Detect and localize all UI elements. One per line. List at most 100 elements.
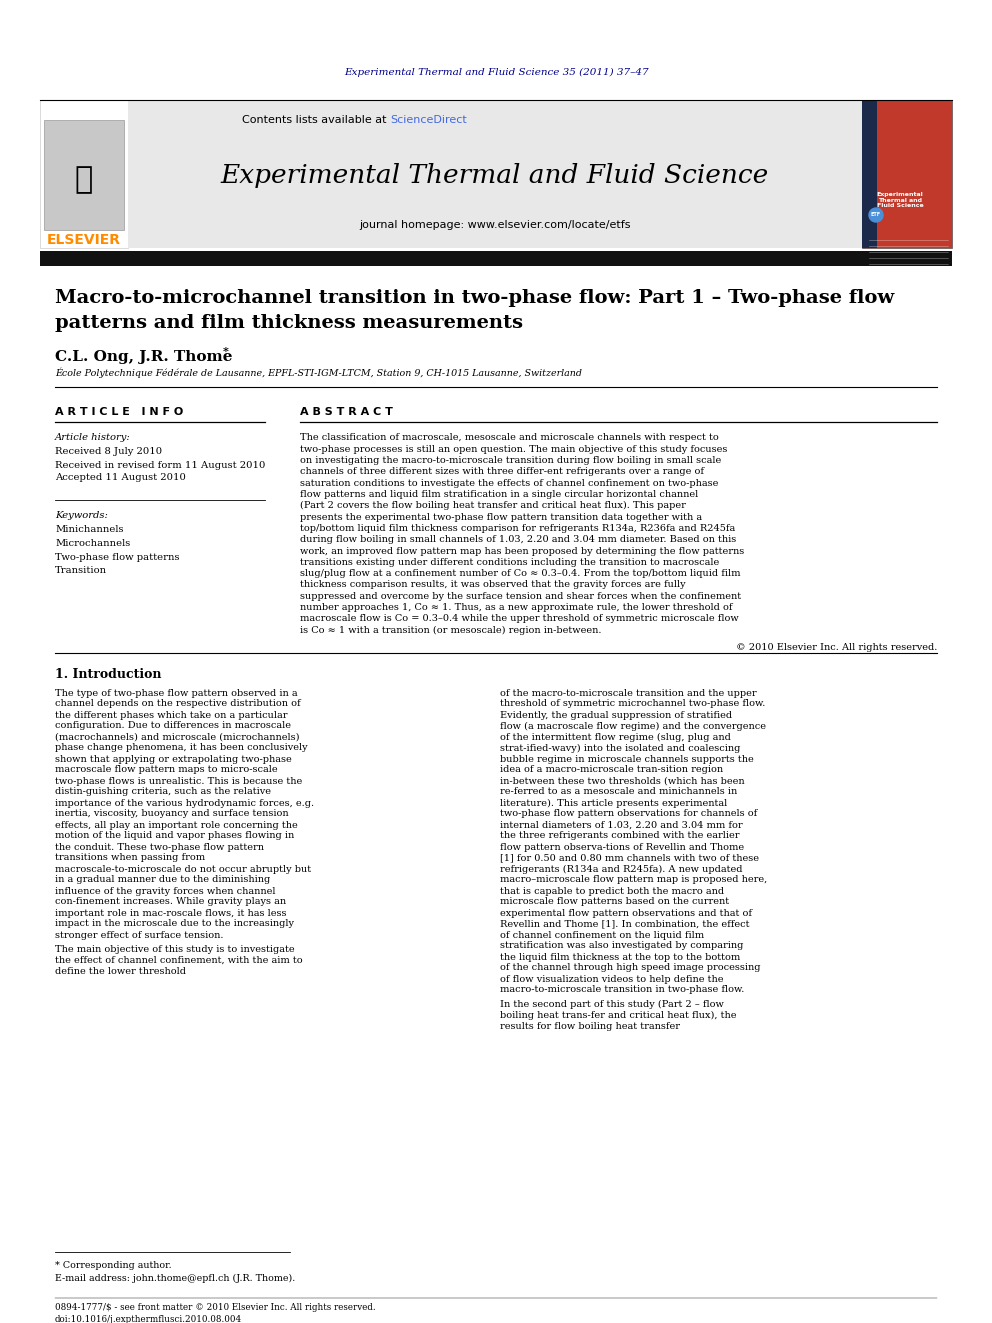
Text: Macro-to-microchannel transition in two-phase flow: Part 1 – Two-phase flow: Macro-to-microchannel transition in two-… <box>55 288 894 307</box>
Text: microscale flow patterns based on the current: microscale flow patterns based on the cu… <box>500 897 729 906</box>
Text: E-mail address: john.thome@epfl.ch (J.R. Thome).: E-mail address: john.thome@epfl.ch (J.R.… <box>55 1274 296 1282</box>
Text: of the intermittent flow regime (slug, plug and: of the intermittent flow regime (slug, p… <box>500 733 731 742</box>
Text: of flow visualization videos to help define the: of flow visualization videos to help def… <box>500 975 723 983</box>
Text: flow pattern observa-tions of Revellin and Thome: flow pattern observa-tions of Revellin a… <box>500 843 744 852</box>
Text: top/bottom liquid film thickness comparison for refrigerants R134a, R236fa and R: top/bottom liquid film thickness compari… <box>300 524 735 533</box>
Text: Accepted 11 August 2010: Accepted 11 August 2010 <box>55 474 186 483</box>
Text: con-finement increases. While gravity plays an: con-finement increases. While gravity pl… <box>55 897 286 906</box>
Text: results for flow boiling heat transfer: results for flow boiling heat transfer <box>500 1021 680 1031</box>
Text: ETF: ETF <box>871 213 881 217</box>
Bar <box>862 101 877 247</box>
Text: slug/plug flow at a confinement number of Co ≈ 0.3–0.4. From the top/bottom liqu: slug/plug flow at a confinement number o… <box>300 569 740 578</box>
Text: Minichannels: Minichannels <box>55 525 123 534</box>
Text: is Co ≈ 1 with a transition (or mesoscale) region in-between.: is Co ≈ 1 with a transition (or mesoscal… <box>300 626 601 635</box>
Text: phase change phenomena, it has been conclusively: phase change phenomena, it has been conc… <box>55 744 308 753</box>
Text: inertia, viscosity, buoyancy and surface tension: inertia, viscosity, buoyancy and surface… <box>55 810 289 819</box>
Text: internal diameters of 1.03, 2.20 and 3.04 mm for: internal diameters of 1.03, 2.20 and 3.0… <box>500 820 743 830</box>
Text: the three refrigerants combined with the earlier: the three refrigerants combined with the… <box>500 831 739 840</box>
Text: saturation conditions to investigate the effects of channel confinement on two-p: saturation conditions to investigate the… <box>300 479 718 488</box>
Text: ScienceDirect: ScienceDirect <box>390 115 467 124</box>
Text: ELSEVIER: ELSEVIER <box>47 233 121 247</box>
Text: two-phase flows is unrealistic. This is because the: two-phase flows is unrealistic. This is … <box>55 777 303 786</box>
Text: The classification of macroscale, mesoscale and microscale channels with respect: The classification of macroscale, mesosc… <box>300 434 719 442</box>
Text: macroscale flow is Co = 0.3–0.4 while the upper threshold of symmetric microscal: macroscale flow is Co = 0.3–0.4 while th… <box>300 614 739 623</box>
Text: define the lower threshold: define the lower threshold <box>55 967 186 976</box>
Text: macroscale-to-microscale do not occur abruptly but: macroscale-to-microscale do not occur ab… <box>55 864 311 873</box>
Text: channels of three different sizes with three differ-ent refrigerants over a rang: channels of three different sizes with t… <box>300 467 704 476</box>
Text: flow (a macroscale flow regime) and the convergence: flow (a macroscale flow regime) and the … <box>500 721 766 730</box>
Text: 0894-1777/$ - see front matter © 2010 Elsevier Inc. All rights reserved.: 0894-1777/$ - see front matter © 2010 El… <box>55 1303 376 1312</box>
Text: presents the experimental two-phase flow pattern transition data together with a: presents the experimental two-phase flow… <box>300 512 702 521</box>
Text: doi:10.1016/j.expthermflusci.2010.08.004: doi:10.1016/j.expthermflusci.2010.08.004 <box>55 1315 242 1323</box>
Bar <box>40 251 952 266</box>
Text: 🌲: 🌲 <box>74 165 93 194</box>
Text: influence of the gravity forces when channel: influence of the gravity forces when cha… <box>55 886 276 896</box>
Text: Experimental Thermal and Fluid Science: Experimental Thermal and Fluid Science <box>221 163 769 188</box>
Text: A B S T R A C T: A B S T R A C T <box>300 407 393 417</box>
Text: importance of the various hydrodynamic forces, e.g.: importance of the various hydrodynamic f… <box>55 799 314 807</box>
Text: the effect of channel confinement, with the aim to: the effect of channel confinement, with … <box>55 955 303 964</box>
Text: Received 8 July 2010: Received 8 July 2010 <box>55 447 162 456</box>
Text: bubble regime in microscale channels supports the: bubble regime in microscale channels sup… <box>500 754 754 763</box>
Text: Received in revised form 11 August 2010: Received in revised form 11 August 2010 <box>55 460 266 470</box>
Text: Keywords:: Keywords: <box>55 511 108 520</box>
Text: in-between these two thresholds (which has been: in-between these two thresholds (which h… <box>500 777 745 786</box>
Text: In the second part of this study (Part 2 – flow: In the second part of this study (Part 2… <box>500 1000 724 1009</box>
Text: motion of the liquid and vapor phases flowing in: motion of the liquid and vapor phases fl… <box>55 831 295 840</box>
Text: idea of a macro-microscale tran-sition region: idea of a macro-microscale tran-sition r… <box>500 766 723 774</box>
Text: Experimental Thermal and Fluid Science 35 (2011) 37–47: Experimental Thermal and Fluid Science 3… <box>343 67 649 77</box>
Text: A R T I C L E   I N F O: A R T I C L E I N F O <box>55 407 184 417</box>
Text: configuration. Due to differences in macroscale: configuration. Due to differences in mac… <box>55 721 291 730</box>
Text: macro–microscale flow pattern map is proposed here,: macro–microscale flow pattern map is pro… <box>500 876 767 885</box>
Text: re-ferred to as a mesoscale and minichannels in: re-ferred to as a mesoscale and minichan… <box>500 787 737 796</box>
Text: that is capable to predict both the macro and: that is capable to predict both the macr… <box>500 886 724 896</box>
Text: Experimental
Thermal and
Fluid Science: Experimental Thermal and Fluid Science <box>877 192 924 208</box>
Text: 1. Introduction: 1. Introduction <box>55 668 162 681</box>
Text: refrigerants (R134a and R245fa). A new updated: refrigerants (R134a and R245fa). A new u… <box>500 864 742 873</box>
Text: macroscale flow pattern maps to micro-scale: macroscale flow pattern maps to micro-sc… <box>55 766 278 774</box>
Text: during flow boiling in small channels of 1.03, 2.20 and 3.04 mm diameter. Based : during flow boiling in small channels of… <box>300 536 736 544</box>
Text: thickness comparison results, it was observed that the gravity forces are fully: thickness comparison results, it was obs… <box>300 581 685 590</box>
Text: in a gradual manner due to the diminishing: in a gradual manner due to the diminishi… <box>55 876 270 885</box>
Text: transitions existing under different conditions including the transition to macr: transitions existing under different con… <box>300 558 719 566</box>
Bar <box>40 101 128 247</box>
Text: stronger effect of surface tension.: stronger effect of surface tension. <box>55 930 223 939</box>
Text: (Part 2 covers the flow boiling heat transfer and critical heat flux). This pape: (Part 2 covers the flow boiling heat tra… <box>300 501 685 511</box>
Text: literature). This article presents experimental: literature). This article presents exper… <box>500 799 727 807</box>
Text: the conduit. These two-phase flow pattern: the conduit. These two-phase flow patter… <box>55 843 264 852</box>
Bar <box>128 101 862 247</box>
Text: work, an improved flow pattern map has been proposed by determining the flow pat: work, an improved flow pattern map has b… <box>300 546 744 556</box>
Text: Contents lists available at: Contents lists available at <box>242 115 390 124</box>
Text: journal homepage: www.elsevier.com/locate/etfs: journal homepage: www.elsevier.com/locat… <box>359 220 631 230</box>
Text: two-phase processes is still an open question. The main objective of this study : two-phase processes is still an open que… <box>300 445 727 454</box>
Text: boiling heat trans-fer and critical heat flux), the: boiling heat trans-fer and critical heat… <box>500 1011 736 1020</box>
Text: patterns and film thickness measurements: patterns and film thickness measurements <box>55 314 523 332</box>
Text: macro-to-microscale transition in two-phase flow.: macro-to-microscale transition in two-ph… <box>500 986 744 995</box>
Text: transitions when passing from: transitions when passing from <box>55 853 205 863</box>
Text: distin-guishing criteria, such as the relative: distin-guishing criteria, such as the re… <box>55 787 271 796</box>
Text: Microchannels: Microchannels <box>55 538 130 548</box>
Circle shape <box>869 208 883 222</box>
Text: (macrochannels) and microscale (microchannels): (macrochannels) and microscale (microcha… <box>55 733 300 741</box>
Text: École Polytechnique Fédérale de Lausanne, EPFL-STI-IGM-LTCM, Station 9, CH-1015 : École Polytechnique Fédérale de Lausanne… <box>55 368 582 378</box>
Text: suppressed and overcome by the surface tension and shear forces when the confine: suppressed and overcome by the surface t… <box>300 591 741 601</box>
Text: flow patterns and liquid film stratification in a single circular horizontal cha: flow patterns and liquid film stratifica… <box>300 490 698 499</box>
Text: impact in the microscale due to the increasingly: impact in the microscale due to the incr… <box>55 919 294 929</box>
Text: channel depends on the respective distribution of: channel depends on the respective distri… <box>55 700 301 709</box>
Text: Article history:: Article history: <box>55 434 131 442</box>
Text: threshold of symmetric microchannel two-phase flow.: threshold of symmetric microchannel two-… <box>500 700 766 709</box>
Text: Transition: Transition <box>55 566 107 576</box>
Text: * Corresponding author.: * Corresponding author. <box>55 1261 172 1270</box>
Text: Two-phase flow patterns: Two-phase flow patterns <box>55 553 180 561</box>
Text: The type of two-phase flow pattern observed in a: The type of two-phase flow pattern obser… <box>55 688 298 697</box>
Bar <box>862 101 952 247</box>
Text: of the channel through high speed image processing: of the channel through high speed image … <box>500 963 761 972</box>
Text: shown that applying or extrapolating two-phase: shown that applying or extrapolating two… <box>55 754 292 763</box>
Text: of channel confinement on the liquid film: of channel confinement on the liquid fil… <box>500 930 704 939</box>
Text: The main objective of this study is to investigate: The main objective of this study is to i… <box>55 945 295 954</box>
Text: © 2010 Elsevier Inc. All rights reserved.: © 2010 Elsevier Inc. All rights reserved… <box>736 643 937 652</box>
Text: Evidently, the gradual suppression of stratified: Evidently, the gradual suppression of st… <box>500 710 732 720</box>
Text: two-phase flow pattern observations for channels of: two-phase flow pattern observations for … <box>500 810 757 819</box>
Text: Revellin and Thome [1]. In combination, the effect: Revellin and Thome [1]. In combination, … <box>500 919 750 929</box>
Text: experimental flow pattern observations and that of: experimental flow pattern observations a… <box>500 909 752 917</box>
